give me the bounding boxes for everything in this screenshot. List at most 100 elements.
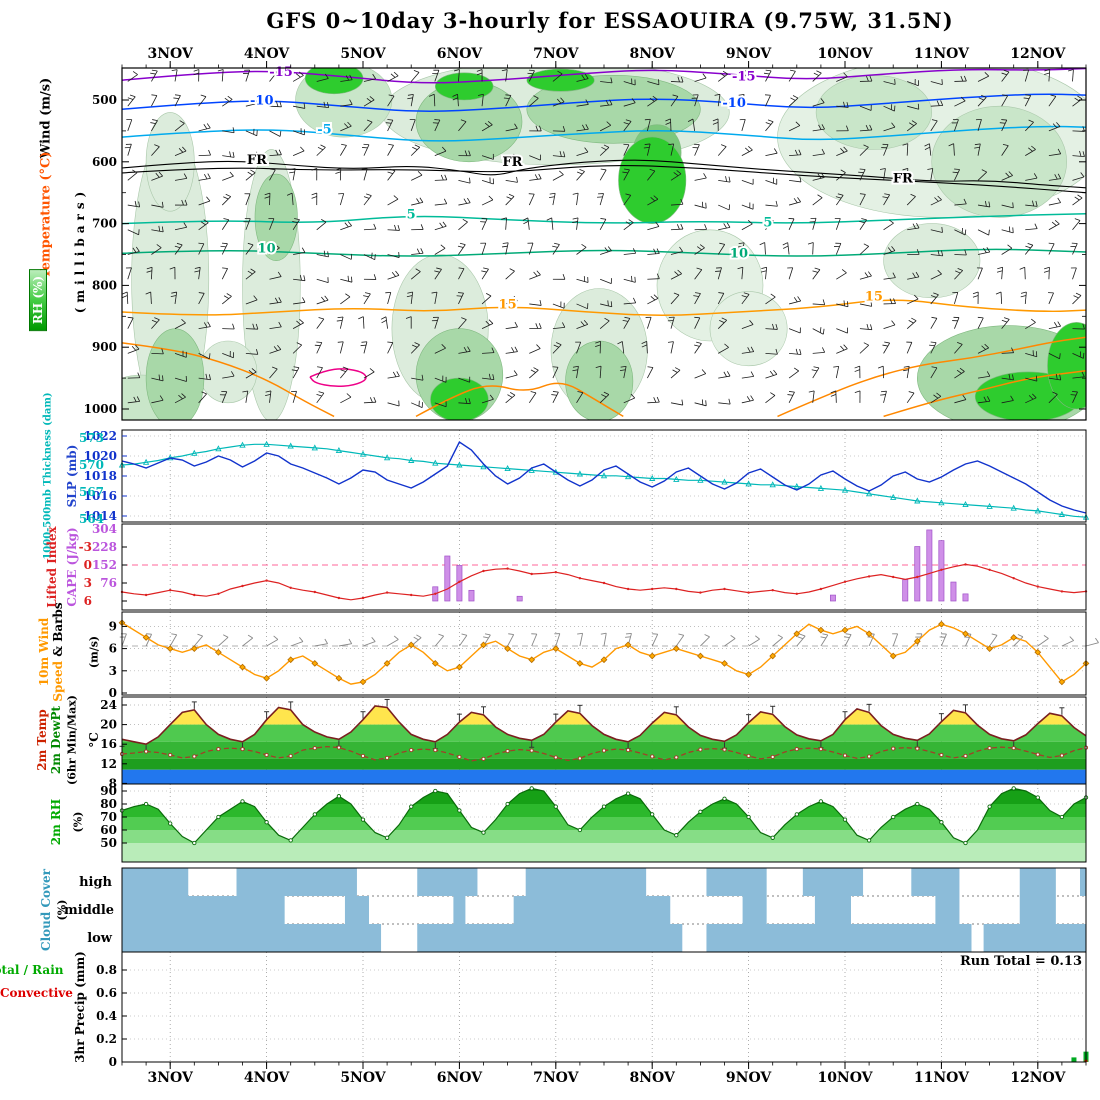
svg-text:5: 5 <box>763 215 772 230</box>
p4-ms-label: (m/s) <box>87 635 101 669</box>
p1-millibars-label: (millibars) <box>73 186 87 314</box>
p8-precip-label: 3hr Precip (mm) <box>73 951 87 1063</box>
upper-wind-barbs <box>122 69 1085 408</box>
svg-text:-10: -10 <box>722 96 746 111</box>
p2-slp-label: SLP (mb) <box>65 444 79 508</box>
p4-barbs-label: & Barbs <box>51 602 65 661</box>
p1-wind-label: Wind (m/s) <box>38 77 54 159</box>
svg-text:9: 9 <box>109 619 117 633</box>
p8-run-total: Run Total = 0.13 <box>959 954 1082 969</box>
svg-text:0: 0 <box>109 686 117 700</box>
date-label-bottom: 12NOV <box>1010 1070 1066 1086</box>
p3-lifted-index-label: Lifted Index <box>45 526 59 608</box>
svg-text:0.4: 0.4 <box>96 1009 117 1023</box>
p5-2m-dewpt-label: 2m DewPt <box>49 705 63 775</box>
svg-text:1016: 1016 <box>84 489 117 503</box>
date-label-bottom: 10NOV <box>817 1070 873 1086</box>
svg-text:10: 10 <box>258 241 276 256</box>
p8-convective-label: Convective <box>0 986 73 1000</box>
p7-low-label: low <box>87 931 112 946</box>
p5-minmax-label: (6hr Min/Max) <box>65 695 79 785</box>
p7-cloud-cover-label: Cloud Cover <box>39 869 53 951</box>
svg-text:3: 3 <box>109 664 117 678</box>
svg-text:6: 6 <box>84 594 92 608</box>
svg-text:0: 0 <box>109 1055 117 1069</box>
svg-text:12: 12 <box>100 757 117 771</box>
p6-2m-rh-label: 2m RH <box>49 798 63 846</box>
svg-text:600: 600 <box>92 155 117 169</box>
date-label-bottom: 5NOV <box>340 1070 386 1086</box>
svg-text:700: 700 <box>92 217 117 231</box>
svg-text:60: 60 <box>100 823 117 837</box>
date-label-top: 9NOV <box>726 46 772 62</box>
svg-text:567: 567 <box>79 485 104 499</box>
svg-text:FR: FR <box>502 155 522 170</box>
svg-text:0.2: 0.2 <box>96 1032 117 1046</box>
svg-text:10: 10 <box>730 246 748 261</box>
svg-text:FR: FR <box>893 171 913 186</box>
svg-text:-15: -15 <box>732 70 756 85</box>
date-label-bottom: 11NOV <box>914 1070 970 1086</box>
svg-text:24: 24 <box>100 698 117 712</box>
svg-text:304: 304 <box>92 522 117 536</box>
p1-temperature-label: Temperature (°C) <box>38 151 54 279</box>
svg-text:0.6: 0.6 <box>96 986 117 1000</box>
svg-text:5: 5 <box>407 207 416 222</box>
svg-text:6: 6 <box>109 642 117 656</box>
svg-text:20: 20 <box>100 718 117 732</box>
svg-text:900: 900 <box>92 340 117 354</box>
svg-text:15: 15 <box>865 290 883 305</box>
date-label-top: 11NOV <box>914 46 970 62</box>
date-label-bottom: 8NOV <box>630 1070 676 1086</box>
p5-degc-label: °C <box>87 732 101 748</box>
p5-2m-temp-label: 2m Temp <box>35 709 49 771</box>
panel-slp-thickness: 1022 1020 1018 1016 1014 573 570 567 564 <box>79 429 1090 526</box>
svg-text:1020: 1020 <box>84 449 117 463</box>
p4-10m-wind-label: 10m Wind <box>37 617 51 687</box>
date-label-bottom: 3NOV <box>148 1070 194 1086</box>
svg-text:570: 570 <box>79 458 104 472</box>
svg-text:3: 3 <box>84 576 92 590</box>
date-label-top: 10NOV <box>817 46 873 62</box>
date-label-top: 5NOV <box>340 46 386 62</box>
svg-text:0.8: 0.8 <box>96 963 117 977</box>
date-label-top: 7NOV <box>533 46 579 62</box>
rh-shading <box>122 68 1086 420</box>
svg-text:50: 50 <box>100 836 117 850</box>
svg-text:573: 573 <box>79 431 104 445</box>
date-label-top: 8NOV <box>630 46 676 62</box>
svg-text:-5: -5 <box>317 123 331 138</box>
svg-text:16: 16 <box>100 737 117 751</box>
date-label-top: 3NOV <box>148 46 194 62</box>
p3-cape-label: CAPE (J/kg) <box>65 527 79 607</box>
panel-10m-wind: 9 6 3 0 <box>109 611 1099 700</box>
svg-text:80: 80 <box>100 797 117 811</box>
svg-text:564: 564 <box>79 512 104 526</box>
svg-text:1018: 1018 <box>84 469 117 483</box>
panel-cloud-cover <box>121 867 1087 953</box>
p1-rh-colorbar-label: RH (%) <box>29 268 47 332</box>
p7-middle-label: middle <box>64 903 115 918</box>
svg-text:FR: FR <box>247 153 267 168</box>
date-label-top: 4NOV <box>244 46 290 62</box>
svg-text:800: 800 <box>92 278 117 292</box>
svg-text:76: 76 <box>100 576 117 590</box>
svg-text:15: 15 <box>499 298 517 313</box>
svg-text:0: 0 <box>84 558 92 572</box>
temperature-contours <box>122 68 1086 418</box>
panel-li-cape: -3 0 3 6 304 228 152 76 <box>79 522 1088 611</box>
date-label-bottom: 6NOV <box>437 1070 483 1086</box>
p7-high-label: high <box>79 875 112 890</box>
svg-text:1014: 1014 <box>84 509 117 523</box>
date-label-bottom: 4NOV <box>244 1070 290 1086</box>
svg-text:152: 152 <box>92 558 117 572</box>
svg-text:70: 70 <box>100 810 117 824</box>
svg-text:500: 500 <box>92 93 117 107</box>
svg-text:1000: 1000 <box>84 402 117 416</box>
date-label-bottom: 7NOV <box>533 1070 579 1086</box>
svg-text:-3: -3 <box>79 540 92 554</box>
